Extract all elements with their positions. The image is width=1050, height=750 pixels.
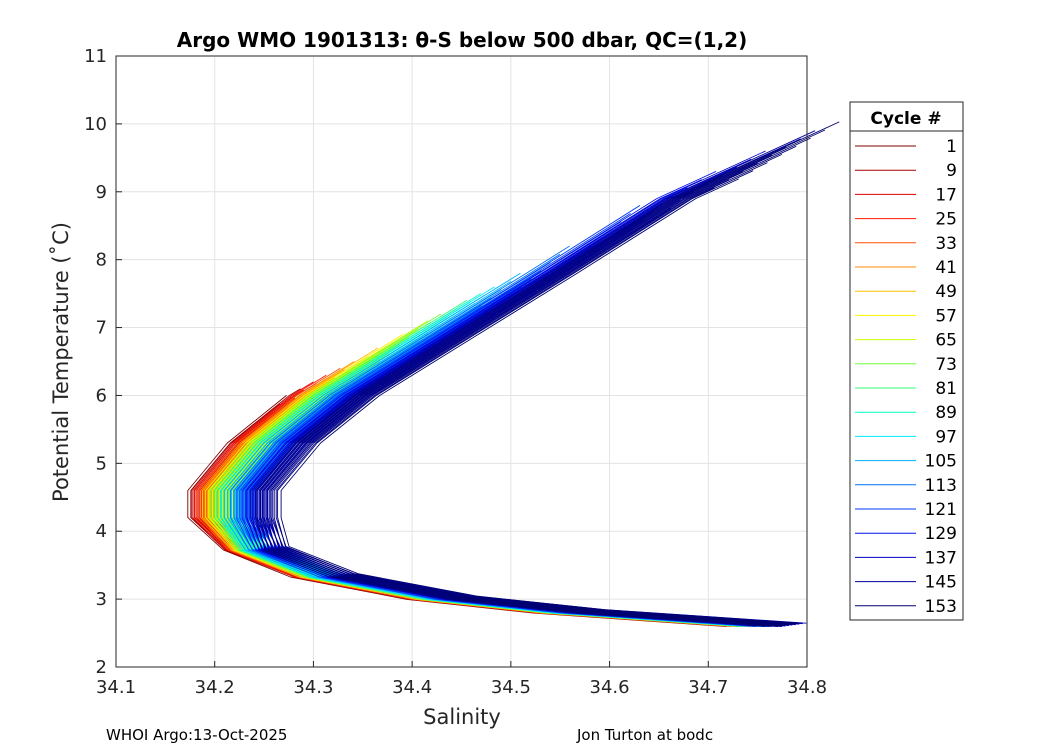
y-axis-label: Potential Temperature (˚C) [49,222,73,502]
plot-area-background [116,56,807,667]
legend-title: Cycle # [870,109,941,129]
x-tick-label: 34.6 [590,677,630,698]
y-tick-label: 5 [96,453,107,474]
x-tick-label: 34.4 [392,677,432,698]
legend-label: 57 [935,306,957,326]
y-tick-label: 8 [96,250,107,271]
legend-label: 41 [935,258,957,278]
y-tick-label: 4 [96,521,107,542]
x-tick-label: 34.2 [195,677,235,698]
legend-label: 129 [925,524,957,544]
y-tick-label: 11 [84,46,107,67]
chart-title: Argo WMO 1901313: θ-S below 500 dbar, QC… [177,28,747,52]
legend: Cycle # 1 9 17 25 33 41 49 57 65 73 81 89 97 105 113 12… [849,101,964,621]
profile-line-cycle-153 [280,178,803,624]
legend-entries: 1 9 17 25 33 41 49 57 65 73 81 89 97 105 113 121 129 137 1… [855,137,957,617]
profile-line-cycle-97 [219,286,747,628]
plot-area-frame [115,55,808,668]
footer-left-credit: WHOI Argo:13-Oct-2025 [106,726,288,744]
legend-label: 137 [925,548,957,568]
x-tick-label: 34.7 [688,677,728,698]
legend-label: 73 [935,355,957,375]
legend-label: 17 [935,185,957,205]
legend-label: 97 [935,427,957,447]
legend-label: 33 [935,234,957,254]
profile-line-cycle-153 [270,153,792,626]
profile-line-cycle-153 [277,170,799,625]
y-axis-ticks: 2 3 4 5 6 7 8 9 10 11 [84,46,122,678]
y-tick-label: 10 [84,114,107,135]
legend-label: 9 [946,161,957,181]
legend-label: 145 [925,573,957,593]
profile-curves [187,121,840,628]
x-tick-label: 34.1 [96,677,136,698]
profile-line-cycle-153 [256,121,840,628]
x-axis-ticks: 34.1 34.2 34.3 34.4 34.5 34.6 34.7 34.8 [96,661,827,698]
legend-label: 1 [946,137,957,157]
legend-label: 105 [925,452,957,472]
profile-line-cycle-153 [266,145,797,626]
legend-label: 81 [935,379,957,399]
profile-line-cycle-145 [251,130,816,628]
x-axis-label: Salinity [423,705,501,729]
x-tick-label: 34.8 [787,677,827,698]
legend-label: 89 [935,403,957,423]
profile-line-cycle-153 [273,162,796,625]
y-tick-label: 2 [96,657,107,678]
y-tick-label: 9 [96,182,107,203]
y-tick-label: 7 [96,318,107,339]
legend-label: 113 [925,476,957,496]
legend-label: 153 [925,597,957,617]
legend-label: 25 [935,210,957,230]
profile-line-cycle-121 [235,205,756,628]
legend-label: 65 [935,331,957,351]
legend-label: 49 [935,282,957,302]
y-tick-label: 6 [96,385,107,406]
y-tick-label: 3 [96,589,107,610]
x-tick-label: 34.5 [491,677,531,698]
x-tick-label: 34.3 [293,677,333,698]
footer-right-credit: Jon Turton at bodc [577,726,714,744]
legend-label: 121 [925,500,957,520]
profile-line-cycle-153 [263,137,811,627]
profile-line-cycle-153 [259,129,826,627]
